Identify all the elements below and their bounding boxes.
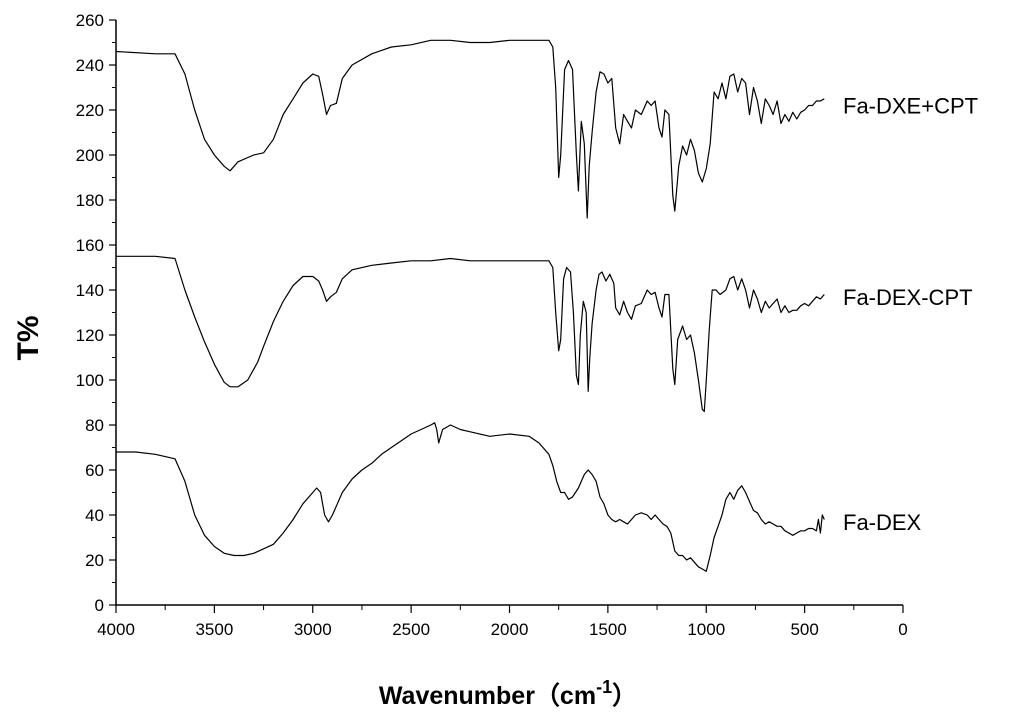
x-tick-label: 500 (790, 620, 818, 639)
y-tick-label: 260 (76, 11, 104, 30)
y-tick-label: 140 (76, 281, 104, 300)
x-tick-label: 0 (898, 620, 907, 639)
series-line-fa-dex (116, 422, 825, 572)
series-line-fa-dxe-cpt (115, 39, 825, 219)
plot-area (115, 20, 903, 606)
y-tick-label: 160 (76, 236, 104, 255)
y-tick-label: 20 (85, 551, 104, 570)
y-tick-label: 220 (76, 101, 104, 120)
series-line-fa-dex-cpt (116, 255, 825, 413)
x-tick-label: 3000 (294, 620, 332, 639)
y-tick-label: 200 (76, 146, 104, 165)
series-layer (115, 39, 825, 572)
y-axis: 0 20 40 60 80 100 120 140 160 180 200 220 240 260 (76, 11, 116, 615)
series-label-fa-dxe-cpt: Fa-DXE+CPT (843, 94, 978, 119)
y-tick-label: 40 (85, 506, 104, 525)
y-tick-label: 60 (85, 461, 104, 480)
x-axis-title-superscript: -1 (596, 677, 612, 697)
y-tick-label: 80 (85, 416, 104, 435)
x-tick-label: 2000 (491, 620, 529, 639)
x-axis-title-close: ） (612, 681, 637, 710)
x-axis-title-main: Wavenumber（cm (379, 681, 596, 710)
y-tick-label: 240 (76, 56, 104, 75)
x-tick-label: 1500 (589, 620, 627, 639)
x-tick-label: 3500 (195, 620, 233, 639)
y-tick-label: 180 (76, 191, 104, 210)
x-axis: 4000 3500 3000 2500 2000 1500 1000 500 0 (97, 605, 908, 639)
series-label-fa-dex: Fa-DEX (843, 510, 922, 535)
x-tick-label: 2500 (392, 620, 430, 639)
series-label-fa-dex-cpt: Fa-DEX-CPT (843, 285, 973, 310)
y-tick-label: 0 (95, 596, 104, 615)
x-tick-label: 4000 (97, 620, 135, 639)
series-labels: Fa-DXE+CPT Fa-DEX-CPT Fa-DEX (843, 94, 978, 535)
y-axis-title: T% (12, 316, 45, 361)
x-axis-title: Wavenumber（cm-1） (379, 677, 637, 710)
x-tick-label: 1000 (687, 620, 725, 639)
y-tick-label: 100 (76, 371, 104, 390)
y-tick-label: 120 (76, 326, 104, 345)
